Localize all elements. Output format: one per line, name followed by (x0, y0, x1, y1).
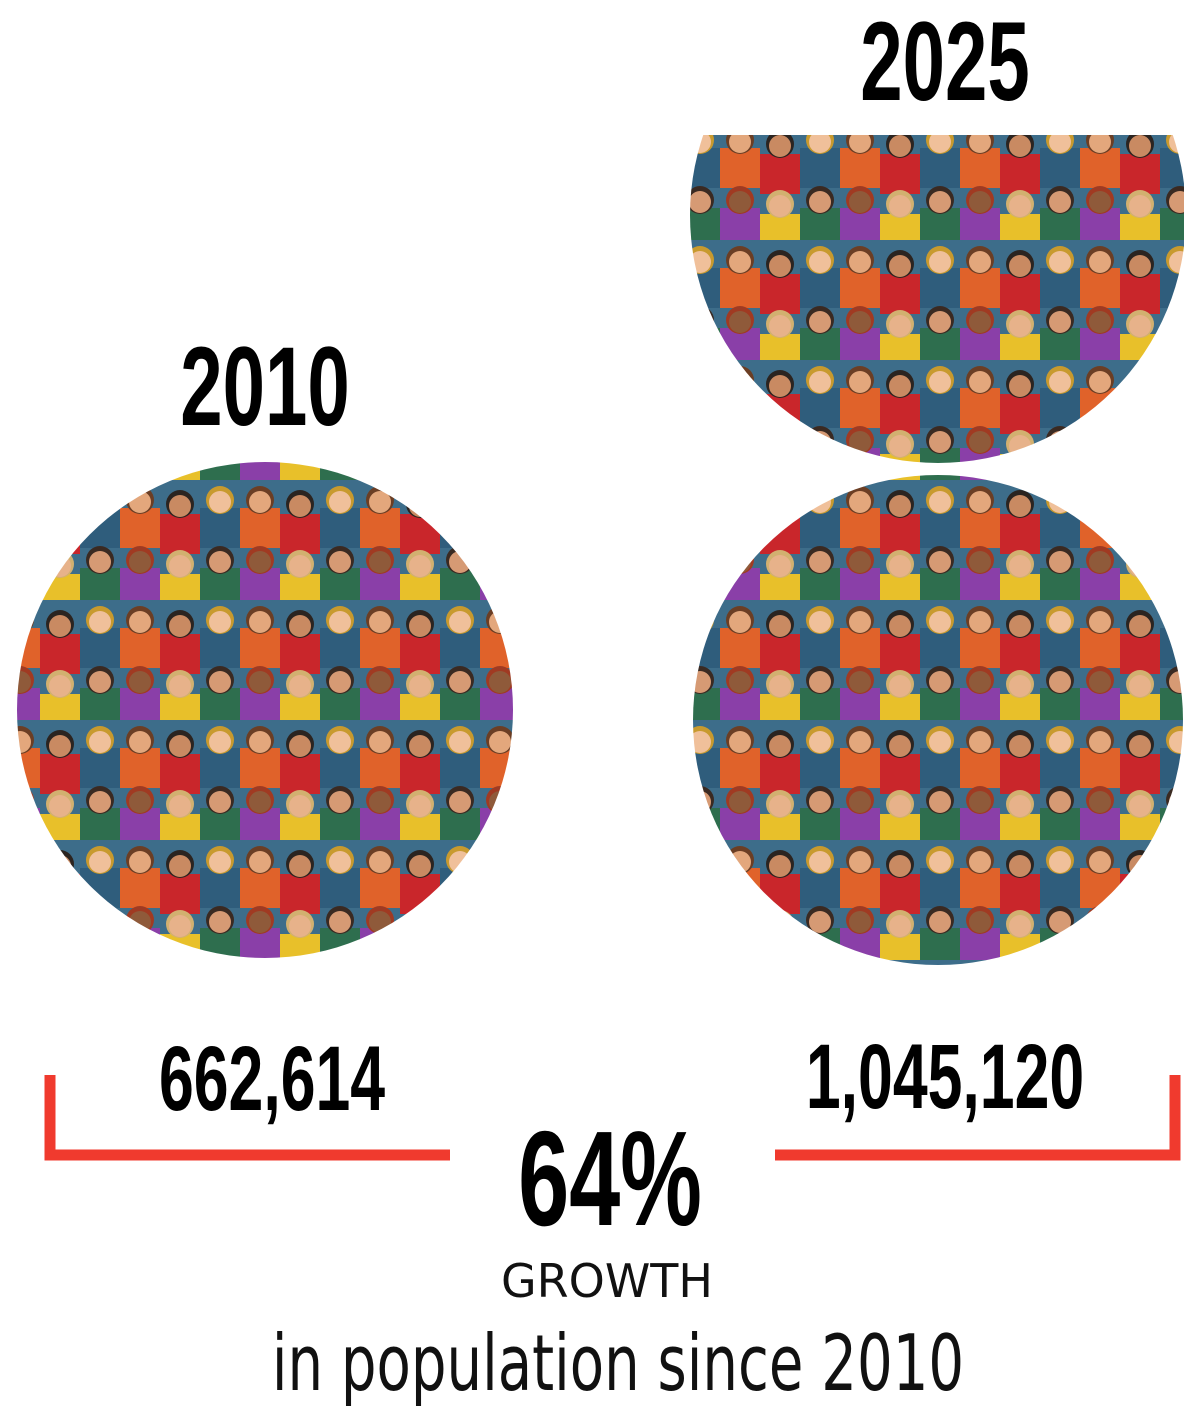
crowd-circle (17, 462, 513, 958)
population-value: 662,614 (159, 1027, 385, 1130)
infographic: 2025 2010 662,614 1,045,120 64% GROWTH i… (0, 0, 1184, 1406)
growth-caption: in population since 2010 (272, 1319, 964, 1406)
population-value: 1,045,120 (806, 1025, 1084, 1128)
growth-percent: 64% (518, 1105, 702, 1255)
year-label: 2010 (180, 324, 349, 449)
crowd-circle (693, 475, 1183, 965)
growth-label: GROWTH (501, 1254, 713, 1308)
year-label: 2025 (860, 0, 1029, 125)
